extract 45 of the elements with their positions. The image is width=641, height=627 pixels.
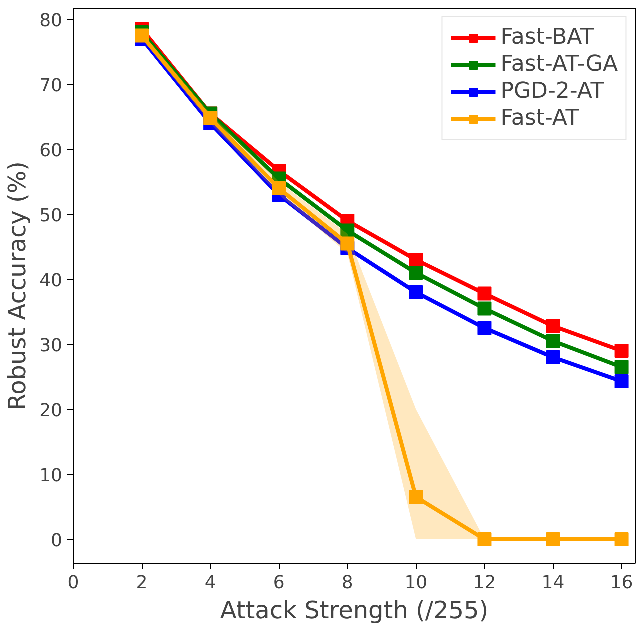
legend-label: Fast-BAT xyxy=(500,25,594,50)
point xyxy=(340,236,355,251)
point xyxy=(614,360,629,374)
point xyxy=(272,182,286,196)
point xyxy=(204,111,218,126)
point xyxy=(409,490,424,504)
point xyxy=(546,334,560,348)
point xyxy=(135,28,150,43)
point xyxy=(478,321,492,336)
point xyxy=(614,532,629,546)
x-tick-label: 0 xyxy=(68,572,80,594)
point xyxy=(478,532,492,546)
legend-label: Fast-AT-GA xyxy=(500,52,618,77)
y-tick-label: 40 xyxy=(40,270,62,292)
legend-label: PGD-2-AT xyxy=(500,79,604,104)
y-tick-label: 30 xyxy=(40,335,62,356)
point xyxy=(409,266,424,280)
x-tick-label: 12 xyxy=(473,572,496,594)
point xyxy=(340,224,355,238)
y-tick-label: 70 xyxy=(40,76,62,97)
point xyxy=(409,253,424,268)
x-tick-label: 10 xyxy=(404,572,428,594)
x-tick-label: 6 xyxy=(273,572,285,594)
x-tick-label: 14 xyxy=(542,572,565,594)
y-tick-label: 50 xyxy=(40,206,62,227)
y-tick-label: 60 xyxy=(40,140,62,162)
legend-label: Fast-AT xyxy=(500,106,580,131)
x-tick-label: 8 xyxy=(342,572,354,594)
y-axis-title: Robust Accuracy (%) xyxy=(4,162,32,410)
y-tick-label: 80 xyxy=(40,10,62,32)
point xyxy=(478,302,492,316)
x-tick-label: 16 xyxy=(610,572,634,594)
point xyxy=(409,286,424,300)
y-tick-label: 20 xyxy=(40,400,62,422)
y-tick-label: 0 xyxy=(51,530,62,552)
point xyxy=(546,350,560,364)
x-axis-title: Attack Strength (/255) xyxy=(220,596,489,624)
point xyxy=(614,374,629,389)
point xyxy=(546,319,560,334)
x-tick-label: 4 xyxy=(204,572,216,594)
point xyxy=(546,532,560,546)
point xyxy=(478,286,492,301)
y-tick-label: 10 xyxy=(40,465,62,486)
point xyxy=(614,344,629,358)
x-tick-label: 2 xyxy=(136,572,148,594)
